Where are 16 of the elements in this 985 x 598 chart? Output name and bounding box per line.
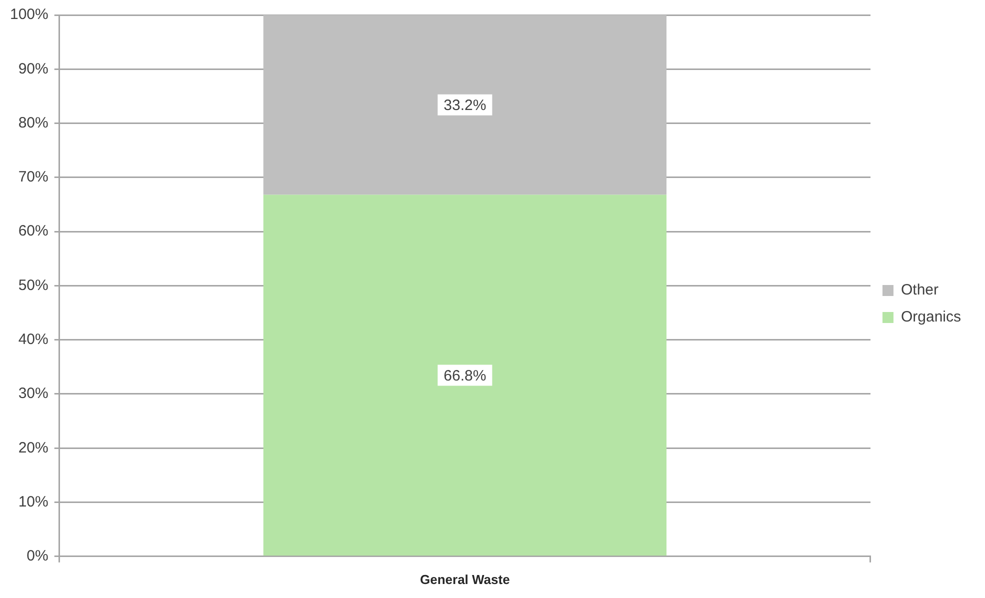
y-tick-label: 90% [18,60,48,78]
y-tick-label: 50% [18,276,48,294]
y-tick-label: 10% [18,493,48,510]
x-tick-label: General Waste [420,572,510,587]
y-tick-label: 20% [18,439,48,456]
y-tick-label: 60% [18,222,48,240]
y-tick-label: 0% [26,548,48,565]
legend-label: Other [900,282,938,299]
legend-label: Organics [900,308,962,326]
y-tick-label: 40% [18,330,48,348]
y-tick-label: 100% [10,6,48,24]
y-tick-label: 70% [18,168,48,186]
y-tick-label: 80% [18,114,48,132]
y-tick-label: 30% [18,385,48,402]
data-label: 33.2% [444,97,486,114]
data-label: 66.8% [444,367,486,384]
